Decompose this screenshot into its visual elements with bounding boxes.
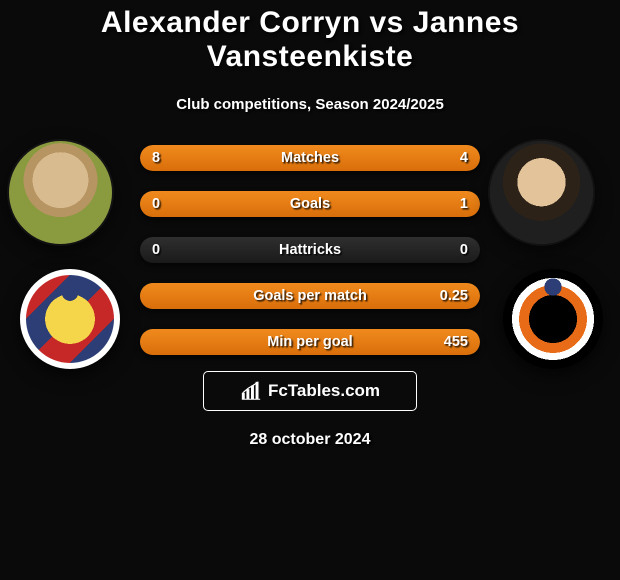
metric-label: Min per goal — [140, 329, 480, 355]
metric-label: Goals per match — [140, 283, 480, 309]
face-icon — [490, 141, 593, 244]
player-right-avatar — [490, 141, 593, 244]
club-left-crest-icon — [20, 269, 120, 369]
metric-bars: 84Matches 01Goals 00Hattricks 0.25Goals per… — [140, 145, 480, 355]
face-icon — [9, 141, 112, 244]
brand-text: FcTables.com — [268, 381, 380, 401]
comparison-card: Alexander Corryn vs Jannes Vansteenkiste… — [0, 0, 620, 580]
player-left-avatar — [9, 141, 112, 244]
metric-bar: 84Matches — [140, 145, 480, 171]
metric-bar: 00Hattricks — [140, 237, 480, 263]
metric-bar: 0.25Goals per match — [140, 283, 480, 309]
chart-icon — [240, 380, 262, 402]
club-right-crest-icon — [503, 269, 603, 369]
metric-bar: 01Goals — [140, 191, 480, 217]
page-title: Alexander Corryn vs Jannes Vansteenkiste — [0, 6, 620, 74]
snapshot-date: 28 october 2024 — [0, 431, 620, 449]
metric-label: Hattricks — [140, 237, 480, 263]
metric-label: Goals — [140, 191, 480, 217]
page-subtitle: Club competitions, Season 2024/2025 — [0, 96, 620, 113]
metric-label: Matches — [140, 145, 480, 171]
comparison-body: 84Matches 01Goals 00Hattricks 0.25Goals per… — [0, 141, 620, 351]
brand-badge[interactable]: FcTables.com — [203, 371, 417, 411]
metric-bar: 455Min per goal — [140, 329, 480, 355]
